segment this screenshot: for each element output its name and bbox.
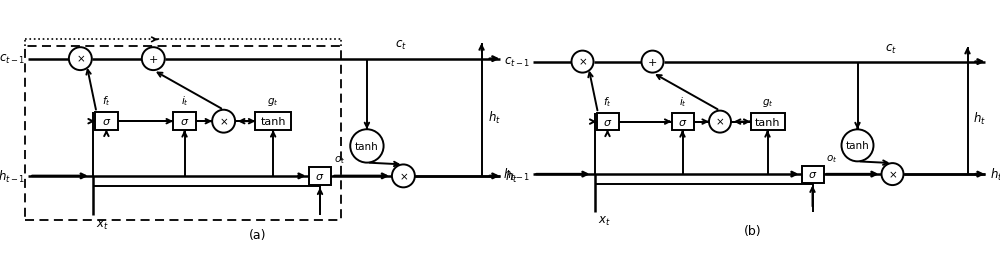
Circle shape [212, 110, 235, 133]
Text: $i_t$: $i_t$ [679, 95, 686, 109]
Text: $c_t$: $c_t$ [885, 42, 897, 55]
Text: $x_t$: $x_t$ [598, 214, 610, 227]
Text: $\sigma$: $\sigma$ [678, 117, 687, 127]
Bar [750, 114, 784, 131]
Circle shape [882, 164, 904, 185]
Text: $\sigma$: $\sigma$ [102, 117, 111, 127]
Bar [173, 113, 196, 131]
Text: $h_{t-1}$: $h_{t-1}$ [503, 166, 530, 182]
Circle shape [69, 48, 92, 71]
Text: tanh: tanh [755, 117, 780, 127]
Text: $o_t$: $o_t$ [826, 153, 837, 164]
Text: $\sigma$: $\sigma$ [808, 169, 817, 179]
Text: $h_t$: $h_t$ [505, 168, 518, 184]
Text: $h_t$: $h_t$ [973, 110, 986, 126]
Text: (a): (a) [249, 228, 266, 241]
Bar [672, 114, 694, 131]
Bar [309, 167, 331, 185]
Circle shape [572, 51, 594, 73]
Text: $\times$: $\times$ [888, 169, 897, 180]
Text: $\times$: $\times$ [399, 171, 408, 181]
Text: $c_{t-1}$: $c_{t-1}$ [504, 56, 530, 69]
Text: $o_t$: $o_t$ [334, 154, 345, 166]
Circle shape [142, 48, 165, 71]
Text: $x_t$: $x_t$ [96, 218, 109, 231]
Text: $\times$: $\times$ [715, 117, 725, 127]
Text: $g_t$: $g_t$ [762, 97, 773, 109]
Circle shape [392, 165, 415, 188]
Bar [95, 113, 118, 131]
Text: $\sigma$: $\sigma$ [603, 117, 612, 127]
Text: $\times$: $\times$ [76, 54, 85, 65]
Bar [255, 113, 291, 131]
Circle shape [709, 111, 731, 133]
Text: $f_t$: $f_t$ [102, 94, 111, 108]
Text: $\sigma$: $\sigma$ [315, 171, 325, 181]
Text: $+$: $+$ [647, 57, 658, 68]
Text: $h_t$: $h_t$ [990, 166, 1000, 182]
Text: tanh: tanh [846, 141, 869, 151]
Bar [802, 166, 824, 183]
Text: tanh: tanh [355, 141, 379, 151]
Text: $c_t$: $c_t$ [395, 39, 407, 52]
Text: tanh: tanh [260, 117, 286, 127]
Text: $c_{t-1}$: $c_{t-1}$ [0, 53, 26, 66]
Text: $h_t$: $h_t$ [488, 110, 501, 126]
Bar [25, 46, 341, 220]
Circle shape [842, 130, 874, 162]
Text: $+$: $+$ [148, 54, 158, 65]
Text: $\times$: $\times$ [219, 117, 228, 127]
Bar [596, 114, 618, 131]
Text: $\sigma$: $\sigma$ [180, 117, 189, 127]
Text: $i_t$: $i_t$ [181, 94, 189, 108]
Circle shape [350, 130, 384, 163]
Text: $f_t$: $f_t$ [603, 95, 612, 109]
Text: $h_{t-1}$: $h_{t-1}$ [0, 168, 26, 184]
Circle shape [642, 51, 664, 73]
Text: $g_t$: $g_t$ [267, 96, 279, 108]
Text: $\times$: $\times$ [578, 57, 587, 68]
Text: (b): (b) [744, 224, 761, 237]
